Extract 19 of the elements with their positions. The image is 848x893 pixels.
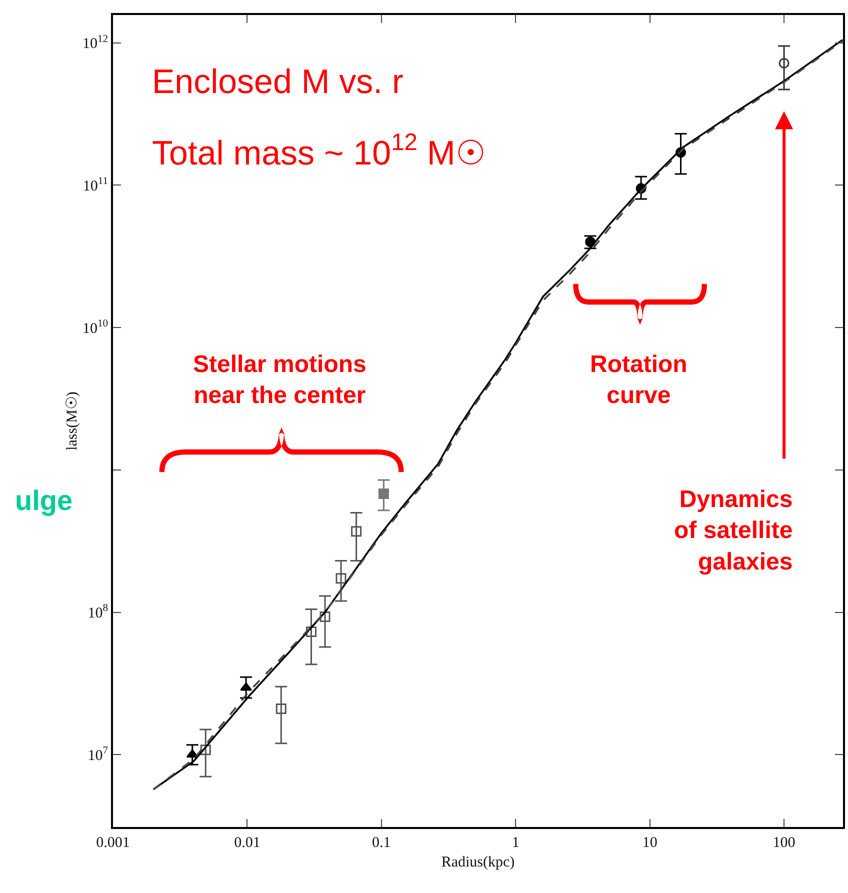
text: ulge [15,485,73,516]
annotation: Dynamics of satellite galaxies [674,486,793,576]
y-tick-label: 10$^{12}$ [82,34,108,52]
annotation: Total mass ~ 10$^{12}$ M☉ [152,129,486,172]
annotation: Stellar motions near the center [193,351,366,410]
x-tick-label: 100 [772,835,796,851]
annotation: Enclosed M vs. r [152,63,404,101]
x-tick-label: 0.01 [234,835,260,851]
y-tick-label: 10$^{10}$ [82,318,108,337]
y-tick-label: 10$^{11}$ [82,176,108,194]
y-tick-label: 10$^{7}$ [88,746,108,764]
annotation: Rotation curve [590,351,688,410]
x-tick-label: 0.001 [96,835,130,851]
y-tick-label: 10$^{8}$ [88,603,108,622]
y-axis-title: lass(M☉) [64,392,80,450]
x-axis-title: Radius(kpc) [441,854,515,870]
x-tick-label: 1 [512,835,520,851]
x-tick-label: 10 [642,835,658,851]
x-tick-label: 0.1 [372,835,391,851]
